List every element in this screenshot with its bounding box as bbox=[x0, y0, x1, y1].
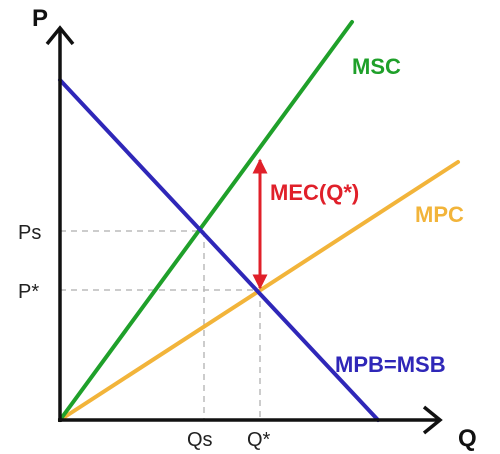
msc-label: MSC bbox=[352, 54, 401, 79]
mpc-label: MPC bbox=[415, 202, 464, 227]
tick-qstar: Q* bbox=[247, 429, 271, 451]
mpb-msb-curve bbox=[58, 78, 380, 422]
tick-pstar: P* bbox=[18, 281, 39, 303]
msc-curve bbox=[58, 20, 354, 422]
mec-label: MEC(Q*) bbox=[270, 180, 359, 205]
y-axis-title: P bbox=[32, 5, 48, 32]
mpb-msb-label: MPB=MSB bbox=[335, 352, 446, 377]
tick-ps: Ps bbox=[18, 222, 41, 244]
x-axis-title: Q bbox=[458, 425, 477, 452]
x-axis-arrowhead bbox=[422, 405, 443, 435]
tick-qs: Qs bbox=[187, 429, 213, 451]
y-axis-arrowhead bbox=[45, 25, 75, 46]
